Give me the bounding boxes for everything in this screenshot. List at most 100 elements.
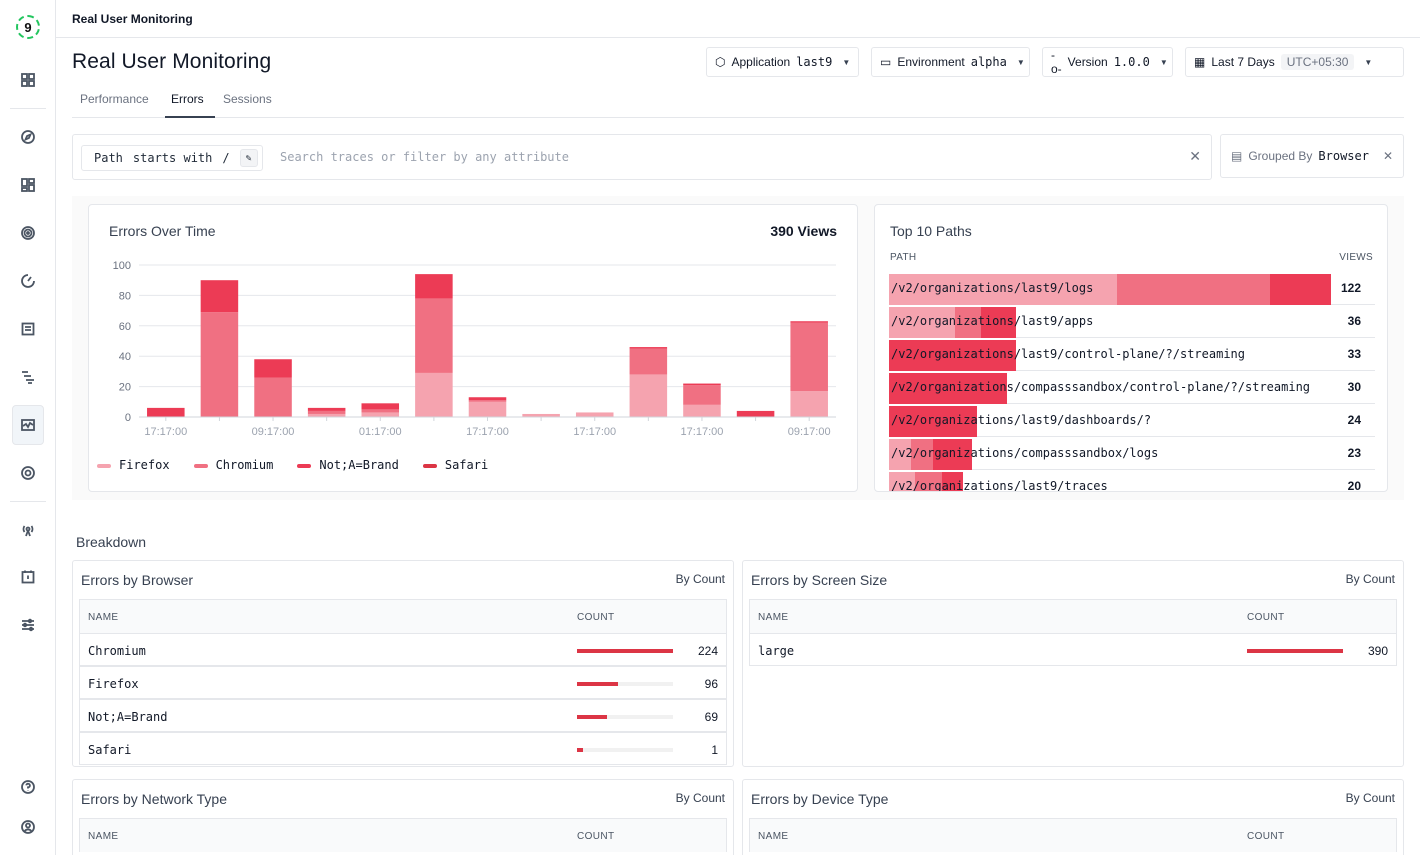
browser-sort[interactable]: By Count (675, 572, 725, 586)
table-header: NAME COUNT (79, 599, 727, 633)
logs-icon[interactable] (12, 313, 44, 345)
tab-performance[interactable]: Performance (80, 92, 149, 106)
path-row[interactable]: /v2/organizations/last9/dashboards/? 24 (889, 404, 1375, 437)
bar-segment[interactable] (415, 372, 453, 417)
clear-search-icon[interactable]: ✕ (1189, 148, 1201, 164)
bar-segment[interactable] (200, 312, 239, 417)
table-row[interactable]: large 390 (749, 633, 1397, 666)
search-bar[interactable]: Path starts with / ✎ Search traces or fi… (72, 134, 1212, 180)
gauge-icon[interactable] (12, 265, 44, 297)
rail-divider (10, 501, 46, 502)
bar-segment[interactable] (790, 322, 828, 392)
x-tick-label: 09:17:00 (788, 426, 831, 438)
bar-segment[interactable] (629, 348, 668, 375)
compass-icon[interactable] (12, 121, 44, 153)
broadcast-icon[interactable] (12, 514, 44, 546)
table-row[interactable]: Safari 1 (79, 732, 727, 765)
bar-segment[interactable] (200, 280, 239, 313)
bar-segment[interactable] (415, 274, 453, 299)
bar-segment[interactable] (790, 391, 828, 417)
row-name: Safari (88, 743, 132, 757)
path-row[interactable]: /v2/organizations/last9/control-plane/?/… (889, 338, 1375, 371)
path-row[interactable]: /v2/organizations/last9/traces 20 (889, 470, 1375, 491)
bar-segment[interactable] (307, 410, 346, 414)
settings-gear-icon[interactable] (12, 457, 44, 489)
table-row[interactable]: Firefox 96 (79, 666, 727, 699)
user-profile-icon[interactable] (12, 811, 44, 843)
path-filter-pill[interactable]: Path starts with / ✎ (81, 145, 263, 171)
count-bar-fill (577, 649, 673, 653)
bar-segment[interactable] (307, 407, 346, 411)
bar-segment[interactable] (147, 407, 185, 417)
count-bar-fill (577, 715, 607, 719)
bar-segment[interactable] (575, 412, 614, 417)
bar-segment[interactable] (522, 413, 560, 417)
path-bar-segment (932, 439, 973, 470)
legend-safari[interactable]: Safari (422, 458, 488, 472)
network-sort[interactable]: By Count (675, 791, 725, 805)
tab-errors[interactable]: Errors (171, 92, 204, 106)
traces-icon[interactable] (12, 361, 44, 393)
rum-icon[interactable] (12, 405, 44, 445)
bar-segment[interactable] (629, 347, 668, 349)
app-logo-icon[interactable]: 9 (16, 15, 40, 39)
bar-segment[interactable] (361, 403, 400, 410)
path-bar-segment (889, 274, 1117, 305)
legend-firefox[interactable]: Firefox (97, 458, 170, 472)
edit-pencil-icon[interactable]: ✎ (239, 149, 258, 167)
screen-sort[interactable]: By Count (1345, 572, 1395, 586)
bar-segment[interactable] (361, 409, 400, 413)
target-icon[interactable] (12, 217, 44, 249)
view-tabs: Performance Errors Sessions (72, 84, 1404, 118)
bar-segment[interactable] (790, 321, 828, 323)
legend-chromium[interactable]: Chromium (193, 458, 273, 472)
help-icon[interactable] (12, 771, 44, 803)
time-range-label: Last 7 Days (1211, 55, 1275, 69)
bar-segment[interactable] (307, 413, 346, 417)
application-filter[interactable]: ⬡ Application last9 ▼ (706, 47, 859, 77)
bar-segment[interactable] (683, 404, 721, 417)
bar-segment[interactable] (736, 410, 775, 417)
bar-segment[interactable] (683, 383, 721, 386)
path-bar-segment (915, 472, 942, 491)
path-bar (889, 439, 973, 470)
path-row[interactable]: /v2/organizations/compasssandbox/logs 23 (889, 437, 1375, 470)
table-row[interactable]: Chromium 224 (79, 633, 727, 666)
count-bar-track (1247, 649, 1343, 653)
path-label: /v2/organizations/last9/dashboards/? (891, 413, 1152, 427)
bar-segment[interactable] (415, 298, 453, 373)
path-row[interactable]: /v2/organizations/compasssandbox/control… (889, 371, 1375, 404)
version-filter[interactable]: -o- Version 1.0.0 ▼ (1042, 47, 1173, 77)
cube-icon: ⬡ (715, 55, 726, 69)
bar-segment[interactable] (468, 397, 507, 401)
sliders-icon[interactable] (12, 609, 44, 641)
bar-segment[interactable] (468, 400, 507, 402)
bar-segment[interactable] (629, 374, 668, 417)
tab-sessions[interactable]: Sessions (223, 92, 272, 106)
bar-segment[interactable] (361, 412, 400, 417)
filter-operator: starts with (132, 151, 213, 165)
dashboard-icon[interactable] (12, 169, 44, 201)
table-row[interactable]: Not;A=Brand 69 (79, 699, 727, 732)
time-range-filter[interactable]: ▦ Last 7 Days UTC+05:30 ▼ (1185, 47, 1404, 77)
search-input[interactable]: Search traces or filter by any attribute (280, 150, 569, 164)
bar-segment[interactable] (254, 359, 292, 378)
bar-segment[interactable] (254, 377, 292, 417)
bar-segment[interactable] (468, 401, 507, 417)
left-rail: 9 (0, 0, 56, 855)
remove-group-icon[interactable]: ✕ (1382, 149, 1393, 163)
calendar-icon[interactable] (12, 561, 44, 593)
device-sort[interactable]: By Count (1345, 791, 1395, 805)
row-count: 69 (704, 710, 718, 724)
bar-segment[interactable] (683, 385, 721, 405)
path-row[interactable]: /v2/organizations/last9/apps 36 (889, 305, 1375, 338)
legend-notabrand[interactable]: Not;A=Brand (297, 458, 399, 472)
home-grid-icon[interactable] (12, 64, 44, 96)
col-count: COUNT (577, 612, 615, 623)
path-row[interactable]: /v2/organizations/last9/logs 122 (889, 272, 1375, 305)
chevron-down-icon: ▼ (1016, 57, 1025, 67)
environment-filter[interactable]: ▭ Environment alpha ▼ (871, 47, 1030, 77)
col-count: COUNT (1247, 831, 1285, 842)
grouped-by-control[interactable]: ▤ Grouped By Browser ✕ (1220, 134, 1404, 178)
path-bar-segment (889, 307, 955, 338)
